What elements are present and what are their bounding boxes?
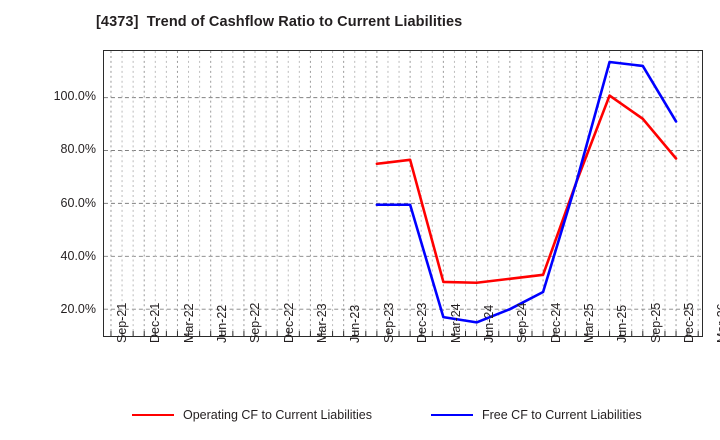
page-title: [4373] Trend of Cashflow Ratio to Curren… xyxy=(96,14,463,30)
x-axis-tick-label: Mar-26 xyxy=(715,303,720,343)
legend-label: Free CF to Current Liabilities xyxy=(482,408,642,422)
x-axis-tick-label: Jun-24 xyxy=(481,304,496,343)
x-axis-tick-label: Dec-22 xyxy=(281,302,296,343)
legend-swatch-line-icon xyxy=(431,414,473,416)
plot-area xyxy=(103,50,703,337)
y-axis-labels: 20.0% 40.0% 60.0% 80.0% 100.0% xyxy=(0,0,103,440)
grid-layer xyxy=(104,51,702,336)
y-axis-tick-label: 20.0% xyxy=(60,302,96,316)
x-axis-tick-label: Jun-23 xyxy=(348,304,363,343)
x-axis-tick-label: Dec-23 xyxy=(415,302,430,343)
legend-item[interactable]: Free CF to Current Liabilities xyxy=(431,404,642,426)
x-axis-tick-label: Dec-21 xyxy=(148,302,163,343)
y-axis-tick-label: 100.0% xyxy=(53,89,96,103)
y-axis-tick-label: 60.0% xyxy=(60,195,96,210)
legend-swatch-line-icon xyxy=(132,414,174,416)
chart-legend: Operating CF to Current Liabilities Free … xyxy=(0,404,720,428)
x-axis-tick-label: Mar-23 xyxy=(315,303,330,343)
legend-label: Operating CF to Current Liabilities xyxy=(183,408,372,422)
x-axis-tick-label: Sep-24 xyxy=(515,302,530,343)
x-axis-tick-label: Mar-25 xyxy=(581,303,596,343)
x-axis-tick-label: Dec-24 xyxy=(548,302,563,343)
y-axis-tick-label: 80.0% xyxy=(60,142,96,157)
x-axis-tick-label: Sep-23 xyxy=(381,302,396,343)
x-axis-tick-label: Mar-22 xyxy=(181,303,196,343)
legend-item[interactable]: Operating CF to Current Liabilities xyxy=(132,404,372,426)
x-axis-tick-label: Jun-22 xyxy=(215,304,230,343)
x-axis-tick-label: Jun-25 xyxy=(615,304,630,343)
y-axis-tick-label: 40.0% xyxy=(60,248,96,263)
data-layer xyxy=(375,60,678,324)
x-axis-tick-label: Mar-24 xyxy=(448,303,463,343)
x-axis-tick-label: Dec-25 xyxy=(681,302,696,343)
x-axis-tick-label: Sep-22 xyxy=(248,302,263,343)
x-axis-tick-label: Sep-25 xyxy=(648,302,663,343)
x-axis-tick-label: Sep-21 xyxy=(115,302,129,343)
